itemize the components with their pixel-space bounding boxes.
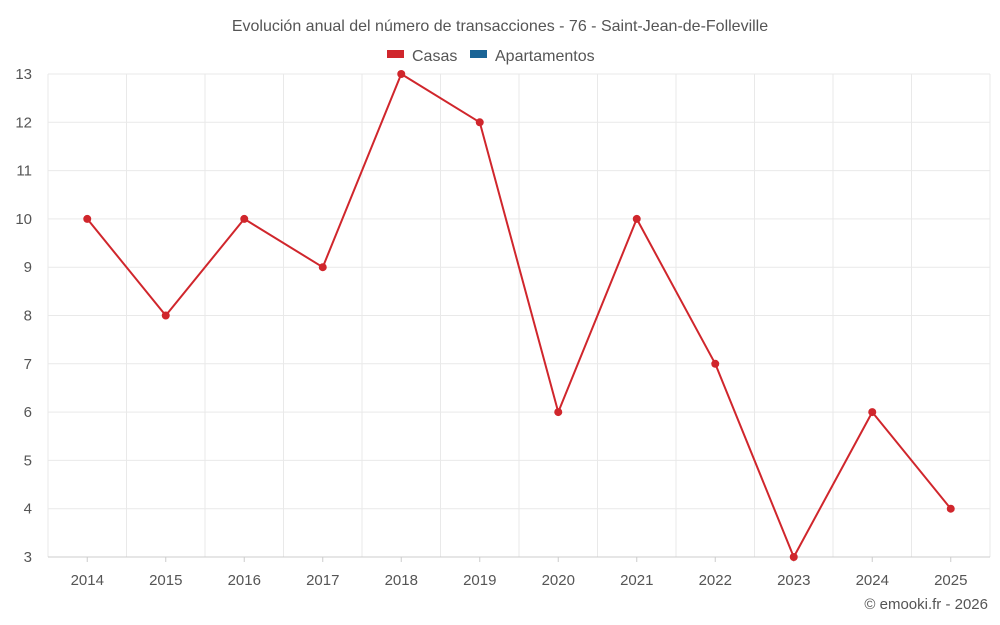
- y-tick-label: 12: [15, 114, 32, 131]
- x-tick-label: 2016: [228, 572, 261, 589]
- y-tick-label: 13: [15, 66, 32, 83]
- data-point-casas: [475, 118, 484, 127]
- legend: Casas Apartamentos: [387, 48, 595, 65]
- data-point-casas: [83, 214, 92, 223]
- legend-swatch-apartamentos: [470, 50, 487, 58]
- data-point-casas: [632, 214, 641, 223]
- x-tick-label: 2021: [620, 572, 653, 589]
- legend-label-apartamentos: Apartamentos: [495, 48, 595, 65]
- series-casas: [83, 70, 955, 561]
- y-tick-label: 6: [24, 404, 32, 421]
- y-tick-label: 7: [24, 356, 32, 373]
- data-point-casas: [868, 408, 877, 417]
- grid: [47, 73, 991, 557]
- x-tick-label: 2025: [934, 572, 967, 589]
- legend-swatch-casas: [387, 50, 404, 58]
- data-point-casas: [318, 263, 327, 272]
- x-tick-label: 2022: [699, 572, 732, 589]
- legend-item-apartamentos[interactable]: Apartamentos: [470, 48, 595, 65]
- data-point-casas: [789, 553, 798, 561]
- legend-label-casas: Casas: [412, 48, 457, 65]
- x-tick-label: 2014: [71, 572, 104, 589]
- credit-text: © emooki.fr - 2026: [864, 596, 988, 613]
- data-point-casas: [711, 359, 720, 368]
- data-point-casas: [240, 214, 249, 223]
- y-tick-label: 8: [24, 308, 32, 325]
- y-tick-label: 11: [16, 163, 32, 180]
- y-tick-label: 10: [15, 211, 32, 228]
- axes: 3 4 5 6 7 8 9 10 11 12 13 2014 2015 2016 2017 2018 2019 2…: [15, 66, 990, 589]
- data-point-casas: [946, 504, 955, 513]
- legend-item-casas[interactable]: Casas: [387, 48, 457, 65]
- x-tick-label: 2018: [385, 572, 418, 589]
- x-tick-label: 2017: [306, 572, 339, 589]
- x-tick-label: 2019: [463, 572, 496, 589]
- x-tick-label: 2023: [777, 572, 810, 589]
- y-tick-label: 9: [24, 259, 32, 276]
- data-point-casas: [554, 408, 563, 417]
- data-point-casas: [161, 311, 170, 320]
- y-tick-label: 5: [24, 452, 32, 469]
- x-tick-label: 2015: [149, 572, 182, 589]
- x-tick-label: 2020: [542, 572, 575, 589]
- x-tick-label: 2024: [856, 572, 889, 589]
- data-point-casas: [397, 70, 406, 78]
- y-tick-label: 3: [24, 549, 32, 566]
- y-tick-label: 4: [24, 501, 32, 518]
- chart-title: Evolución anual del número de transaccio…: [232, 18, 768, 35]
- series-line-casas: [86, 73, 952, 558]
